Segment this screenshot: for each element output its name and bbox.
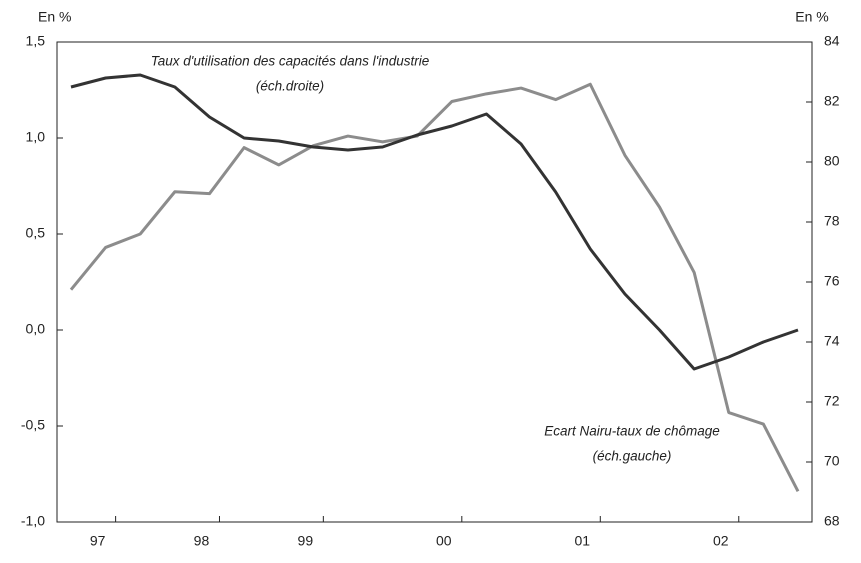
y2-tick-label: 82 xyxy=(824,93,840,109)
y2-axis-label: En % xyxy=(795,9,828,25)
y-tick-label: -0,5 xyxy=(21,417,45,433)
plot-frame xyxy=(56,41,813,523)
annotation: (éch.gauche) xyxy=(593,449,672,464)
y-tick-label: 1,5 xyxy=(26,33,46,49)
series-line xyxy=(69,82,800,492)
y2-tick-label: 84 xyxy=(824,33,840,49)
x-tick-label: 98 xyxy=(194,533,210,549)
y-tick-label: 1,0 xyxy=(26,129,46,145)
annotation: Ecart Nairu-taux de chômage xyxy=(544,424,720,439)
y-tick-label: 0,0 xyxy=(26,321,46,337)
y2-tick-label: 80 xyxy=(824,153,840,169)
y-tick-label: -1,0 xyxy=(21,513,45,529)
y2-tick-label: 68 xyxy=(824,513,840,529)
x-tick-label: 00 xyxy=(436,533,452,549)
x-tick-label: 01 xyxy=(574,533,590,549)
y2-tick-label: 76 xyxy=(824,273,840,289)
y-tick-label: 0,5 xyxy=(26,225,46,241)
annotation: (éch.droite) xyxy=(256,79,324,94)
annotation: Taux d'utilisation des capacités dans l'… xyxy=(151,54,430,69)
y2-tick-label: 70 xyxy=(824,453,840,469)
series-line xyxy=(70,73,799,371)
x-tick-label: 97 xyxy=(90,533,106,549)
x-tick-label: 02 xyxy=(713,533,729,549)
y2-tick-label: 72 xyxy=(824,393,840,409)
x-tick-label: 99 xyxy=(298,533,314,549)
y2-tick-label: 74 xyxy=(824,333,840,349)
y-axis-label: En % xyxy=(38,9,71,25)
y2-tick-label: 78 xyxy=(824,213,840,229)
